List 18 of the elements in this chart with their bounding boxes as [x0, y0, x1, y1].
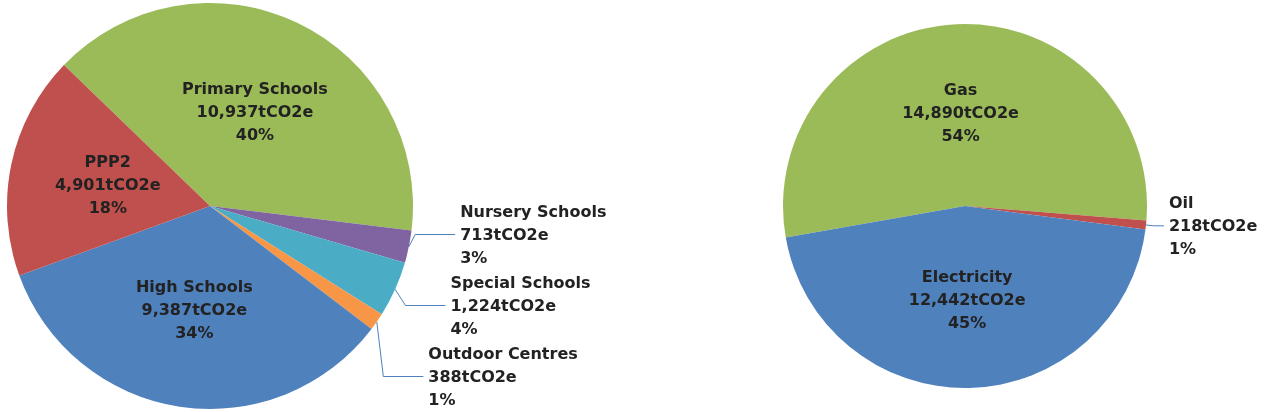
slice-label: Oil — [1168, 193, 1194, 213]
slice-label: Gas — [943, 79, 978, 99]
data-label: 1,224tCO2e 4% — [450, 296, 557, 338]
data-label: 9,387tCO2e 34% — [141, 299, 248, 342]
slice-label: High Schools — [135, 276, 253, 296]
slice-label: Nursery Schools — [460, 202, 607, 221]
data-label: 14,890tCO2e 54% — [902, 102, 1020, 145]
data-label: 713tCO2e 3% — [460, 225, 549, 267]
slice-label: Special Schools — [450, 273, 591, 292]
data-label: 388tCO2e 1% — [428, 367, 517, 409]
slice-label: Electricity — [921, 267, 1014, 287]
slice-label: PPP2 — [84, 151, 131, 171]
slice-label: Outdoor Centres — [428, 344, 578, 363]
data-label: 218tCO2e 1% — [1168, 216, 1258, 259]
data-label: 12,442tCO2e 45% — [908, 290, 1026, 333]
data-label: 10,937tCO2e 40% — [196, 102, 314, 145]
slice-label: Primary Schools — [181, 79, 328, 99]
data-label: 4,901tCO2e 18% — [54, 174, 161, 217]
